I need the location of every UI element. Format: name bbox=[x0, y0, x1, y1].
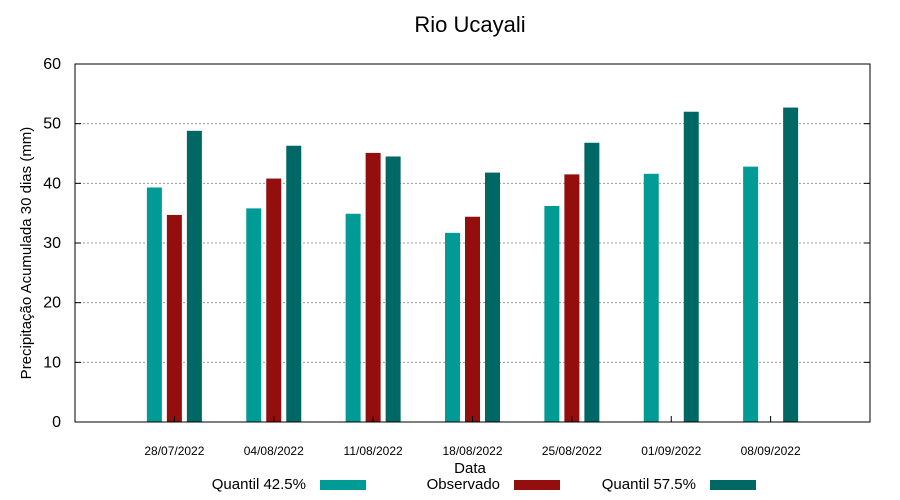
x-tick-label: 25/08/2022 bbox=[542, 444, 602, 458]
y-axis-ticks: 0 10 20 30 40 50 60 bbox=[43, 56, 870, 431]
x-tick-label: 18/08/2022 bbox=[442, 444, 502, 458]
x-tick-label: 28/07/2022 bbox=[144, 444, 204, 458]
y-tick-label: 40 bbox=[43, 175, 61, 192]
bars bbox=[146, 107, 799, 423]
x-tick-label: 11/08/2022 bbox=[344, 444, 403, 458]
bar-observado bbox=[564, 174, 580, 422]
legend-label: Observado bbox=[427, 476, 500, 493]
bar-quantil-57-5 bbox=[683, 111, 699, 422]
bar-observado bbox=[266, 178, 282, 422]
y-tick-label: 30 bbox=[43, 235, 61, 252]
bar-quantil-57-5 bbox=[286, 145, 302, 422]
x-tick-label: 08/09/2022 bbox=[741, 444, 801, 458]
x-tick-label: 04/08/2022 bbox=[244, 444, 304, 458]
bar-observado bbox=[166, 214, 182, 422]
bar-quantil-57-5 bbox=[186, 130, 202, 422]
bar-quantil-57-5 bbox=[385, 156, 401, 422]
bar-quantil-42-5 bbox=[345, 213, 361, 422]
y-tick-label: 10 bbox=[43, 354, 61, 371]
legend-swatch bbox=[320, 480, 366, 490]
bar-quantil-42-5 bbox=[246, 208, 262, 422]
y-tick-label: 60 bbox=[43, 56, 61, 73]
x-axis-ticks: 28/07/2022 04/08/2022 11/08/2022 18/08/2022… bbox=[144, 416, 801, 458]
legend-label: Quantil 42.5% bbox=[212, 476, 306, 493]
bar-observado bbox=[365, 152, 381, 423]
chart-title: Rio Ucayali bbox=[414, 12, 525, 37]
bar-quantil-57-5 bbox=[485, 172, 500, 422]
bar-quantil-42-5 bbox=[544, 206, 560, 422]
x-tick-label: 01/09/2022 bbox=[641, 444, 701, 458]
y-tick-label: 0 bbox=[52, 414, 61, 431]
bar-quantil-42-5 bbox=[146, 187, 162, 422]
x-axis-label: Data bbox=[454, 460, 486, 477]
bar-quantil-57-5 bbox=[783, 107, 799, 422]
bar-observado bbox=[465, 216, 480, 422]
y-tick-label: 50 bbox=[43, 116, 61, 133]
legend-label: Quantil 57.5% bbox=[602, 476, 696, 493]
bar-quantil-42-5 bbox=[743, 166, 759, 422]
legend-swatch bbox=[710, 480, 756, 490]
bar-quantil-57-5 bbox=[584, 142, 600, 422]
bar-quantil-42-5 bbox=[643, 173, 659, 422]
y-axis-label: Precipitação Acumulada 30 dias (mm) bbox=[18, 127, 35, 380]
bar-quantil-42-5 bbox=[445, 232, 460, 422]
legend: Quantil 42.5% Observado Quantil 57.5% bbox=[212, 476, 756, 493]
y-tick-label: 20 bbox=[43, 295, 61, 312]
legend-swatch bbox=[514, 480, 560, 490]
